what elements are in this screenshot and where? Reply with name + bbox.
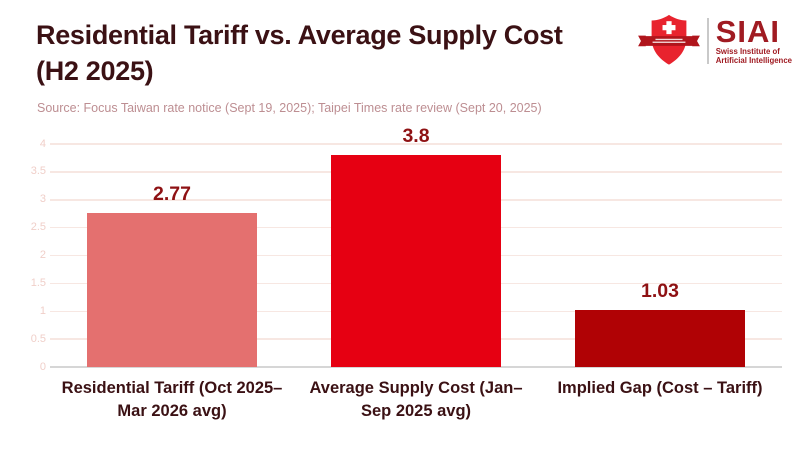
y-tick-label: 1 bbox=[39, 304, 46, 317]
source-note: Source: Focus Taiwan rate notice (Sept 1… bbox=[37, 101, 542, 115]
y-tick-label: 2 bbox=[39, 249, 46, 261]
value-label-implied-gap: 1.03 bbox=[641, 279, 679, 302]
logo-subtitle-line1: Swiss Institute of bbox=[715, 46, 780, 56]
swiss-shield-cross-ribbon-icon bbox=[637, 14, 700, 65]
logo-text: SIAI Swiss Institute of Artificial Intel… bbox=[716, 16, 792, 66]
x-axis-line bbox=[50, 366, 782, 368]
y-tick-label: 2.5 bbox=[30, 221, 46, 234]
value-label-average-supply-cost: 3.8 bbox=[402, 125, 430, 148]
category-label-residential-tariff: Residential Tariff (Oct 2025– Mar 2026 av… bbox=[61, 379, 283, 420]
page-title-line1: Residential Tariff vs. Average Supply Co… bbox=[36, 20, 563, 50]
y-gridline bbox=[50, 143, 782, 145]
bar-average-supply-cost bbox=[331, 155, 501, 367]
page-title-line2: (H2 2025) bbox=[36, 56, 154, 86]
category-label-implied-gap: Implied Gap (Cost – Tariff) bbox=[557, 379, 763, 397]
y-tick-label: 1.5 bbox=[30, 276, 46, 289]
logo-subtitle-line2: Artificial Intelligence bbox=[715, 56, 792, 65]
y-tick-label: 0 bbox=[39, 360, 46, 373]
page-title: Residential Tariff vs. Average Supply Co… bbox=[36, 17, 563, 89]
y-tick-label: 0.5 bbox=[30, 332, 46, 345]
y-tick-label: 3.5 bbox=[30, 165, 46, 178]
logo-divider bbox=[706, 17, 709, 64]
bar-residential-tariff bbox=[87, 212, 257, 367]
y-tick-label: 4 bbox=[39, 137, 46, 150]
value-label-residential-tariff: 2.77 bbox=[153, 182, 191, 205]
siai-logo: SIAI Swiss Institute of Artificial Intel… bbox=[637, 12, 792, 69]
logo-acronym: SIAI bbox=[715, 13, 781, 49]
category-label-average-supply-cost: Average Supply Cost (Jan– Sep 2025 avg) bbox=[309, 379, 523, 420]
bar-implied-gap bbox=[575, 309, 745, 367]
y-tick-label: 3 bbox=[39, 193, 46, 206]
